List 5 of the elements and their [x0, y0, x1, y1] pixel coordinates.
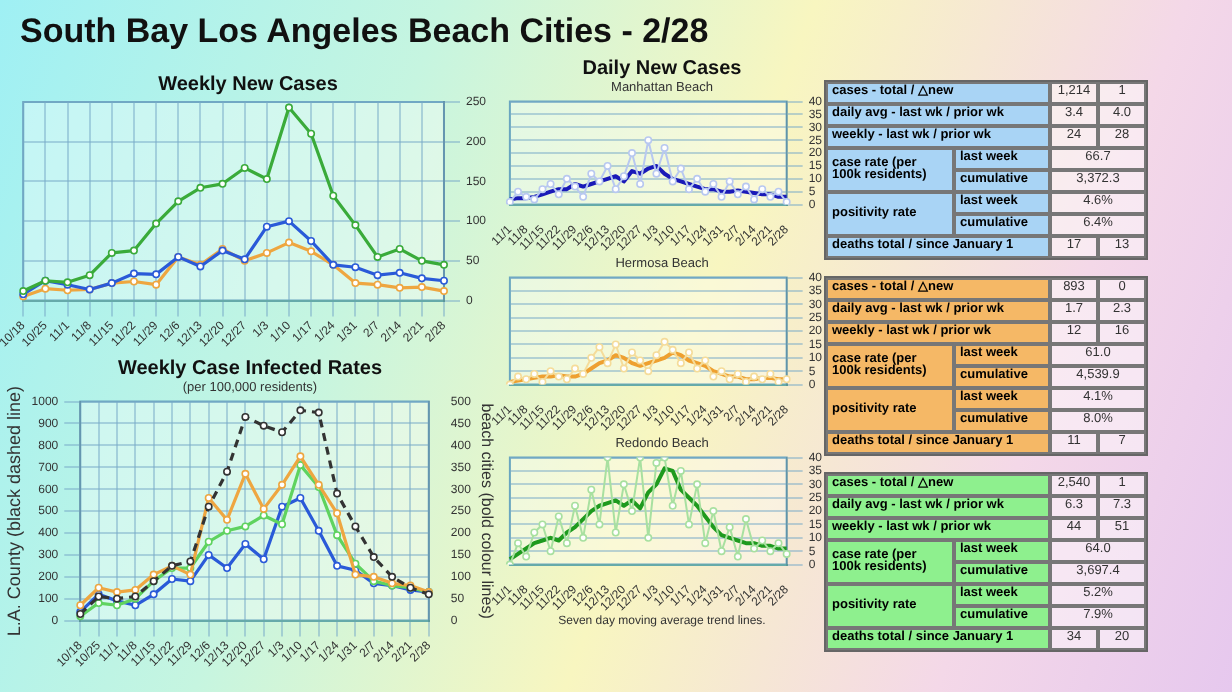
chart-title: Daily New Cases	[582, 57, 743, 80]
y-axis-title: L.A. County (black dashed line)	[3, 386, 24, 637]
chart-title: Weekly New Cases	[158, 73, 339, 96]
text: South Bay Los Angeles Beach Cities - 2/28	[20, 12, 711, 52]
chart-title: Weekly Case Infected Rates	[117, 357, 383, 380]
